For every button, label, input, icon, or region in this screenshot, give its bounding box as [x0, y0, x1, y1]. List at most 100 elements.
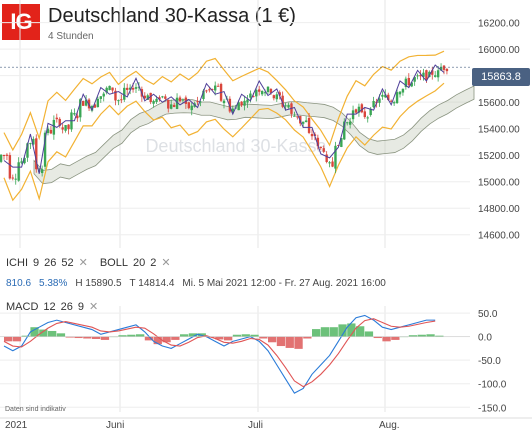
candle — [351, 110, 355, 120]
candle — [102, 93, 105, 97]
x-tick-label: 2021 — [5, 420, 28, 431]
candle — [32, 138, 35, 145]
candle — [128, 87, 132, 90]
candle — [258, 89, 261, 92]
ichi-remove-icon[interactable]: ✕ — [78, 257, 88, 269]
candle — [149, 92, 152, 103]
y-tick-label: 16200.00 — [478, 19, 520, 30]
candle — [302, 121, 305, 124]
macd-histogram-bar — [74, 336, 83, 339]
x-tick-label: Juni — [106, 420, 125, 431]
candle — [325, 154, 328, 163]
boll-remove-icon[interactable]: ✕ — [161, 257, 171, 269]
candle — [334, 145, 337, 169]
macd-histogram-bar — [250, 334, 259, 337]
macd-label[interactable]: MACD — [6, 301, 39, 313]
candle — [401, 88, 405, 93]
macd-histogram-bar — [171, 336, 180, 340]
macd-histogram-bar — [162, 336, 171, 343]
candle — [387, 94, 390, 100]
y-tick-label: 15200.00 — [478, 151, 520, 162]
macd-histogram-bar — [320, 327, 330, 337]
candle — [187, 102, 190, 109]
macd-histogram-bar — [232, 334, 242, 337]
candle — [202, 90, 205, 100]
candle — [246, 99, 249, 103]
timeframe-label[interactable]: 4 Stunden — [48, 31, 94, 42]
macd-histogram-bar — [65, 336, 74, 338]
candle — [281, 95, 284, 107]
macd-histogram-bar — [12, 336, 22, 342]
candle — [167, 99, 170, 109]
candle — [266, 86, 270, 93]
candle — [0, 154, 3, 162]
candle — [428, 71, 431, 78]
logo: IG — [2, 4, 40, 40]
macd-histogram-bar — [56, 333, 66, 337]
y-tick-label: 15400.00 — [478, 125, 520, 136]
candle — [126, 87, 129, 90]
macd-histogram-bar — [356, 326, 365, 337]
candle — [307, 117, 311, 133]
candle — [439, 66, 443, 71]
macd-remove-icon[interactable]: ✕ — [89, 301, 99, 313]
candle — [90, 105, 94, 111]
candle — [269, 88, 273, 94]
candle — [161, 96, 164, 98]
macd-histogram-bar — [30, 327, 39, 337]
macd-histogram-bar — [100, 336, 110, 340]
candle — [260, 90, 264, 95]
candle — [255, 89, 258, 97]
candle — [93, 104, 97, 108]
candle — [296, 116, 299, 118]
candle — [272, 95, 276, 99]
macd-y-tick-label: -50.0 — [478, 356, 501, 367]
candle — [228, 98, 232, 112]
macd-y-tick-label: 50.0 — [478, 309, 498, 320]
x-tick-label: Juli — [248, 420, 264, 431]
candle — [73, 113, 76, 115]
candle — [416, 75, 419, 77]
macd-histogram-bar — [92, 336, 101, 339]
candle — [46, 128, 50, 134]
candle — [123, 87, 126, 100]
macd-param-2: 26 — [60, 301, 73, 313]
macd-histogram-bar — [338, 324, 347, 337]
low-value: T 14814.4 — [129, 278, 175, 289]
candle — [442, 65, 446, 70]
candle — [76, 115, 79, 119]
macd-histogram-bar — [408, 335, 418, 337]
candle — [40, 169, 44, 174]
macd-histogram-bar — [426, 334, 435, 337]
candle — [208, 89, 211, 91]
watermark: Deutschland 30-Kassa — [145, 136, 327, 156]
candle — [196, 101, 199, 103]
candle — [410, 82, 413, 87]
candle — [181, 99, 185, 101]
candle — [29, 143, 32, 145]
macd-histogram-bar — [39, 329, 48, 337]
candle — [178, 97, 182, 102]
boll-param-2: 2 — [150, 257, 157, 269]
candle — [243, 100, 246, 106]
macd-indicator-row: MACD 12 26 9 ✕ — [6, 300, 110, 313]
boll-param-1: 20 — [132, 257, 146, 269]
macd-histogram-bar — [435, 335, 444, 337]
candle — [26, 143, 29, 158]
candle — [137, 86, 141, 88]
ichi-label[interactable]: ICHI — [6, 257, 28, 269]
candle — [284, 105, 287, 107]
y-tick-label: 15600.00 — [478, 98, 520, 109]
high-value: H 15890.5 — [75, 278, 122, 289]
macd-histogram-bar — [294, 336, 303, 349]
x-tick-label: Aug. — [379, 420, 400, 431]
candle — [407, 77, 410, 86]
candle — [237, 102, 240, 111]
signal-line — [3, 318, 436, 388]
macd-histogram-bar — [259, 336, 268, 339]
macd-histogram-bar — [4, 336, 13, 342]
macd-param-3: 9 — [77, 301, 85, 313]
macd-histogram-bar — [276, 336, 286, 347]
boll-label[interactable]: BOLL — [99, 257, 128, 269]
